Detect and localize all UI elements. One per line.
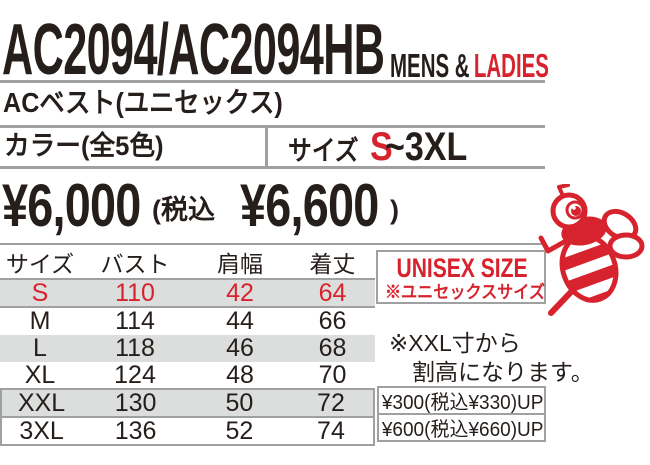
cell-shoulder: 48 [226, 360, 254, 389]
cell-shoulder: 42 [226, 278, 254, 307]
divider-under-title [0, 80, 545, 83]
price-tax-close-paren: ) [390, 195, 399, 225]
audience-mens-label: MENS & [390, 47, 470, 84]
unisex-size-subtitle: ※ユニセックスサイズ [384, 282, 545, 302]
cell-bust: 114 [115, 307, 155, 335]
surcharge-note-line1: ※XXL寸から [389, 330, 521, 356]
cell-length: 66 [318, 307, 347, 335]
col-header-bust: バスト [100, 251, 170, 277]
size-range-label: サイズ [288, 136, 359, 166]
size-range-end: ~3XL [384, 125, 468, 169]
table-row-xl: XL 124 48 70 [0, 360, 375, 389]
cell-length: 68 [318, 334, 347, 362]
divider-above-table [0, 243, 545, 245]
divider-under-product-name [0, 125, 545, 128]
cell-bust: 130 [114, 388, 157, 417]
size-range: サイズ S ~3XL [288, 127, 482, 167]
unisex-size-badge: UNISEX SIZE ※ユニセックスサイズ [376, 250, 546, 304]
cell-length: 70 [318, 360, 347, 389]
cell-size: M [29, 307, 51, 335]
unisex-size-title: UNISEX SIZE [396, 253, 528, 283]
product-name: ACベスト(ユニセックス) [3, 87, 283, 118]
cell-shoulder: 50 [225, 388, 254, 417]
surcharge-note-line2: 割高になります。 [412, 359, 594, 386]
cell-size: XXL [17, 388, 66, 417]
surcharge-note: ※XXL寸から 割高になります。 [389, 329, 594, 388]
table-row-m: M 114 44 66 [0, 307, 375, 335]
cell-bust: 110 [115, 278, 155, 307]
price-incl-tax: ¥6,600 [240, 172, 379, 239]
product-code-title: AC2094/AC2094HB [2, 10, 385, 90]
surcharge-size-group: XXL 130 50 72 3XL 136 52 74 [0, 388, 375, 446]
cell-size: XL [24, 360, 56, 389]
surcharge-xxl-value: ¥300(税込¥330)UP [381, 392, 544, 414]
audience-label: MENS & LADIES [390, 49, 549, 82]
cell-shoulder: 52 [225, 416, 254, 445]
surcharge-xxl-box: ¥300(税込¥330)UP [377, 386, 546, 415]
cell-length: 64 [318, 278, 347, 307]
audience-ladies-label: LADIES [473, 47, 549, 84]
cell-bust: 124 [114, 360, 156, 389]
cell-length: 74 [317, 416, 345, 445]
cell-size: 3XL [19, 416, 64, 445]
surcharge-3xl-value: ¥600(税込¥660)UP [381, 419, 544, 441]
cell-size: L [33, 334, 47, 362]
col-header-size: サイズ [5, 251, 75, 277]
size-range-start: S [370, 125, 393, 169]
price-excl-tax: ¥6,000 [2, 172, 141, 239]
cell-shoulder: 46 [226, 334, 254, 362]
cell-size: S [31, 278, 49, 307]
color-size-divider [265, 128, 268, 166]
color-count-label: カラー(全5色) [4, 131, 164, 161]
table-row-s: S 110 42 64 [0, 278, 375, 308]
table-header-row: サイズ バスト 肩幅 着丈 [0, 246, 375, 278]
bee-mascot-icon [538, 184, 645, 316]
cell-bust: 136 [114, 416, 157, 445]
table-row-l: L 118 46 68 [0, 334, 375, 362]
cell-shoulder: 44 [226, 307, 254, 335]
table-row-3xl: 3XL 136 52 74 [2, 416, 373, 445]
col-header-length: 着丈 [309, 251, 356, 277]
price-tax-open-paren: (税込 [152, 195, 215, 225]
table-row-xxl: XXL 130 50 72 [2, 388, 373, 417]
cell-length: 72 [317, 388, 345, 417]
divider-under-color-size [0, 166, 545, 169]
surcharge-3xl-box: ¥600(税込¥660)UP [377, 413, 546, 442]
col-header-shoulder: 肩幅 [217, 251, 263, 277]
size-spec-table: サイズ バスト 肩幅 着丈 S 110 42 64 M 114 44 66 L … [0, 246, 375, 446]
cell-bust: 118 [115, 334, 155, 362]
